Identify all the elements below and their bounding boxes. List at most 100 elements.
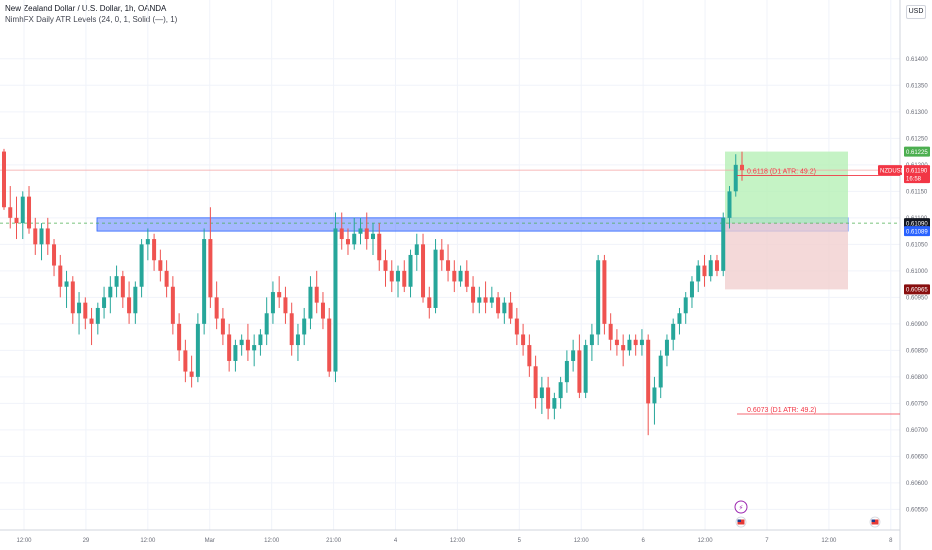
candle-body	[496, 297, 501, 314]
candle-body	[70, 281, 75, 314]
candle-body	[621, 345, 626, 351]
candle-body	[608, 323, 613, 340]
candle-body	[696, 265, 701, 282]
candle-body	[489, 297, 494, 303]
candle-body	[689, 281, 694, 298]
lightning-event-icon[interactable]	[734, 500, 748, 514]
us-flag-event-icon-canton	[737, 519, 741, 522]
candle-body	[583, 345, 588, 393]
time-tick-label: 6	[641, 538, 645, 544]
candle-body	[633, 339, 638, 346]
candle-body	[133, 286, 138, 314]
candle-body	[270, 292, 275, 314]
price-tag-bg	[904, 173, 930, 184]
candle-body	[45, 228, 50, 245]
candle-body	[95, 307, 100, 324]
candle-body	[371, 233, 375, 240]
price-tick-label: 0.60750	[906, 401, 928, 407]
candle-body	[733, 164, 738, 192]
candle-body	[277, 292, 282, 298]
candle-body	[627, 339, 632, 351]
lightning-glyph: ⚡	[739, 504, 744, 512]
candle-body	[364, 228, 369, 240]
candle-body	[108, 286, 113, 298]
currency-button[interactable]: USD	[906, 5, 926, 19]
position-target-area[interactable]	[725, 151, 848, 224]
candle-body	[145, 239, 150, 245]
candle-body	[539, 387, 544, 399]
candle-body	[483, 297, 488, 303]
candle-body	[345, 239, 350, 245]
candle-body	[139, 244, 144, 287]
candle-body	[2, 151, 6, 208]
candle-body	[421, 244, 426, 298]
candle-body	[177, 323, 182, 351]
price-tick-label: 0.60650	[906, 454, 928, 460]
candle-body	[383, 260, 388, 271]
price-tag: 0.60965	[904, 284, 930, 295]
candle-body	[427, 297, 432, 308]
candle-body	[102, 297, 107, 308]
candle-body	[577, 350, 582, 393]
candle-body	[77, 302, 82, 314]
candle-body	[252, 345, 257, 351]
candle-body	[677, 313, 682, 324]
candle-body	[671, 323, 676, 340]
price-tag-bg	[904, 165, 930, 176]
candle-body	[664, 339, 669, 356]
candle-body	[639, 339, 644, 346]
price-tag-label: 16:58	[906, 176, 922, 182]
time-tick-label: Mar	[205, 538, 215, 544]
atr-high-label: 0.6118 (D1 ATR: 49.2)	[747, 168, 816, 175]
candle-body	[333, 228, 338, 372]
candle-body	[552, 398, 557, 409]
candle-body	[189, 371, 194, 377]
price-tick-label: 0.60800	[906, 375, 928, 381]
price-tick-label: 0.61350	[906, 83, 928, 89]
price-tick-label: 0.61000	[906, 269, 928, 275]
price-tag-label: 0.61190	[906, 168, 928, 174]
candle-body	[208, 239, 213, 298]
candle-body	[52, 244, 57, 266]
time-tick-label: 12:00	[574, 538, 590, 544]
candle-body	[327, 318, 332, 372]
candle-body	[164, 270, 169, 287]
time-tick-label: 12:00	[698, 538, 714, 544]
indicator-legend[interactable]: NimhFX Daily ATR Levels (24, 0, 1, Solid…	[5, 15, 178, 24]
candle-body	[339, 228, 344, 240]
time-tick-label: 12:00	[16, 538, 32, 544]
candle-body	[227, 334, 232, 361]
candle-body	[89, 318, 94, 324]
candle-body	[120, 276, 125, 298]
candle-body	[220, 318, 225, 335]
candle-body	[14, 217, 19, 224]
candle-body	[245, 339, 250, 351]
price-tag-bg	[878, 165, 902, 176]
candle-body	[439, 249, 444, 261]
candle-body	[714, 260, 719, 271]
candle-body	[8, 207, 13, 218]
price-tag: 0.61225	[904, 146, 930, 157]
candle-body	[389, 270, 394, 282]
candle-body	[127, 297, 132, 314]
candle-body	[727, 191, 732, 218]
candle-body	[546, 387, 551, 409]
time-tick-label: 12:00	[450, 538, 466, 544]
candle-body	[396, 270, 401, 282]
candle-body	[614, 339, 619, 346]
price-tag-bg	[904, 146, 930, 157]
price-tag-bg	[904, 226, 930, 237]
price-tag-label: 0.60965	[906, 288, 928, 294]
price-tick-label: 0.61250	[906, 136, 928, 142]
position-stop-area[interactable]	[725, 223, 848, 290]
candle-body	[646, 339, 651, 404]
candle-body	[740, 164, 744, 171]
candle-body	[295, 334, 300, 346]
candle-body	[183, 350, 188, 372]
price-tick-label: 0.60850	[906, 348, 928, 354]
candle-body	[214, 297, 219, 319]
candle-body	[527, 345, 532, 367]
candle-body	[652, 387, 657, 404]
price-tag-bg	[904, 284, 930, 295]
